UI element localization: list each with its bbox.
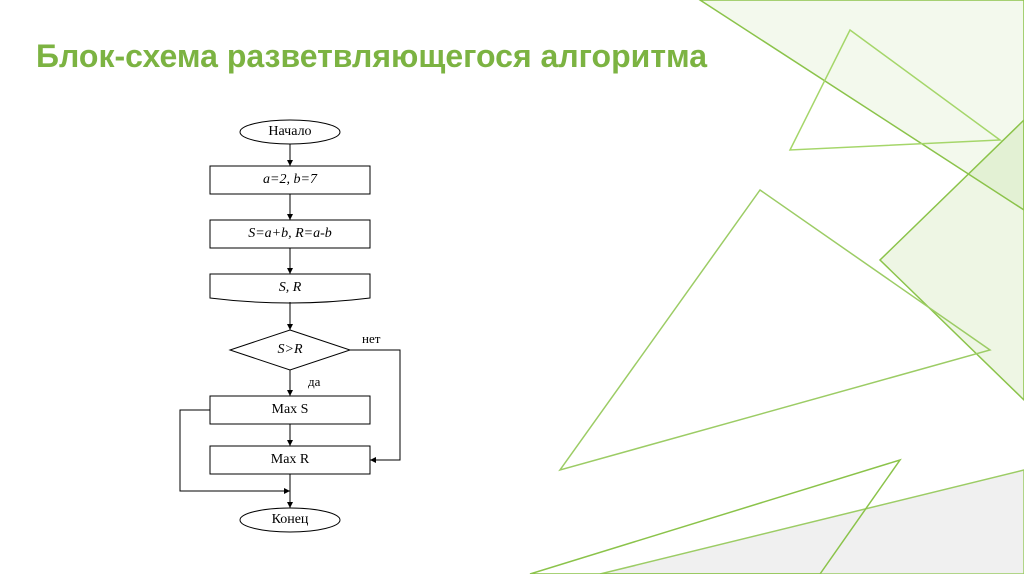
svg-text:Начало: Начало <box>268 124 311 139</box>
svg-text:да: да <box>308 374 321 389</box>
svg-text:Max R: Max R <box>271 452 310 467</box>
flowchart: Начало a=2, b=7 S=a+b, R=a-b S, R S>R Max S Ma… <box>0 0 1024 574</box>
svg-text:Max S: Max S <box>272 402 309 417</box>
svg-text:нет: нет <box>362 331 381 346</box>
svg-text:S=a+b, R=a-b: S=a+b, R=a-b <box>248 226 332 241</box>
svg-text:Конец: Конец <box>272 512 309 527</box>
svg-text:S>R: S>R <box>278 342 303 357</box>
svg-text:a=2, b=7: a=2, b=7 <box>263 172 318 187</box>
svg-text:S, R: S, R <box>279 280 302 295</box>
